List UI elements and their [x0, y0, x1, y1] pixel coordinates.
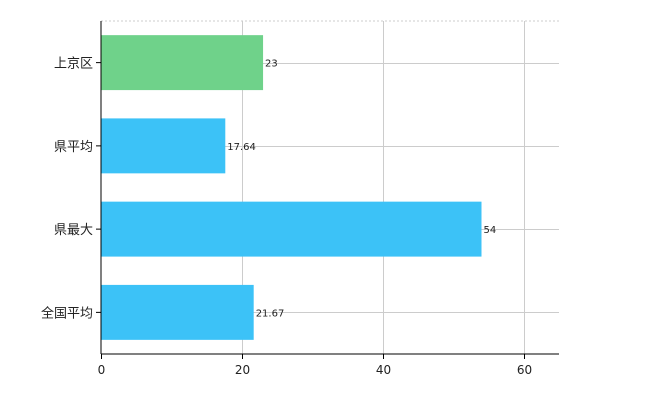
category-label: 上京区	[54, 57, 93, 72]
axes	[96, 21, 559, 359]
x-tick-label: 60	[517, 363, 532, 377]
x-tick-label: 20	[235, 363, 250, 377]
x-tick-label: 0	[98, 363, 106, 377]
category-label: 県平均	[54, 140, 93, 155]
data-label: 23	[265, 59, 278, 70]
bars	[101, 35, 482, 340]
category-label: 全国平均	[41, 305, 93, 321]
data-label: 21.67	[256, 308, 285, 319]
data-label: 54	[483, 225, 496, 236]
category-label: 県最大	[54, 223, 93, 238]
bar	[101, 284, 254, 340]
bar	[101, 118, 226, 174]
labels: 0 20 40 60 上京区 23 県平均 17.64 県最大 54 全国平均 21.67	[41, 57, 532, 377]
bar	[101, 201, 482, 257]
x-tick-label: 40	[376, 363, 391, 377]
data-label: 17.64	[227, 142, 256, 153]
bar	[101, 35, 264, 91]
